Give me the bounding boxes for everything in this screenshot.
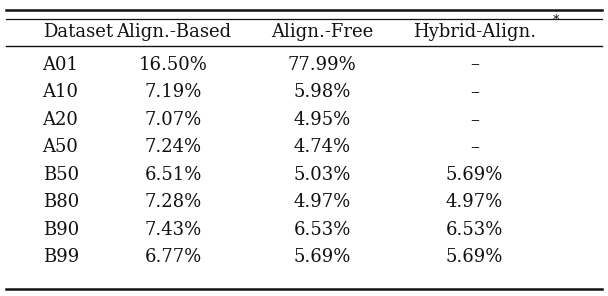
Text: 5.69%: 5.69% — [446, 166, 503, 184]
Text: 5.03%: 5.03% — [294, 166, 351, 184]
Text: 4.97%: 4.97% — [446, 193, 503, 211]
Text: Align.-Based: Align.-Based — [116, 23, 231, 41]
Text: 5.69%: 5.69% — [294, 248, 351, 266]
Text: A20: A20 — [43, 111, 78, 128]
Text: 7.28%: 7.28% — [145, 193, 202, 211]
Text: 7.43%: 7.43% — [145, 221, 202, 239]
Text: A10: A10 — [43, 83, 78, 101]
Text: 5.98%: 5.98% — [294, 83, 351, 101]
Text: –: – — [470, 138, 478, 156]
Text: A01: A01 — [43, 56, 78, 73]
Text: 7.19%: 7.19% — [145, 83, 202, 101]
Text: –: – — [470, 111, 478, 128]
Text: 4.97%: 4.97% — [294, 193, 351, 211]
Text: 16.50%: 16.50% — [139, 56, 208, 73]
Text: 4.95%: 4.95% — [294, 111, 351, 128]
Text: 6.51%: 6.51% — [145, 166, 202, 184]
Text: Hybrid-Align.: Hybrid-Align. — [413, 23, 536, 41]
Text: –: – — [470, 83, 478, 101]
Text: B80: B80 — [43, 193, 79, 211]
Text: B90: B90 — [43, 221, 79, 239]
Text: A50: A50 — [43, 138, 78, 156]
Text: 6.77%: 6.77% — [145, 248, 202, 266]
Text: 6.53%: 6.53% — [446, 221, 503, 239]
Text: Dataset: Dataset — [43, 23, 112, 41]
Text: *: * — [553, 14, 559, 27]
Text: 6.53%: 6.53% — [294, 221, 351, 239]
Text: Align.-Free: Align.-Free — [271, 23, 373, 41]
Text: 7.24%: 7.24% — [145, 138, 202, 156]
Text: 7.07%: 7.07% — [145, 111, 202, 128]
Text: B99: B99 — [43, 248, 79, 266]
Text: 4.74%: 4.74% — [294, 138, 351, 156]
Text: 5.69%: 5.69% — [446, 248, 503, 266]
Text: B50: B50 — [43, 166, 78, 184]
Text: 77.99%: 77.99% — [288, 56, 357, 73]
Text: –: – — [470, 56, 478, 73]
